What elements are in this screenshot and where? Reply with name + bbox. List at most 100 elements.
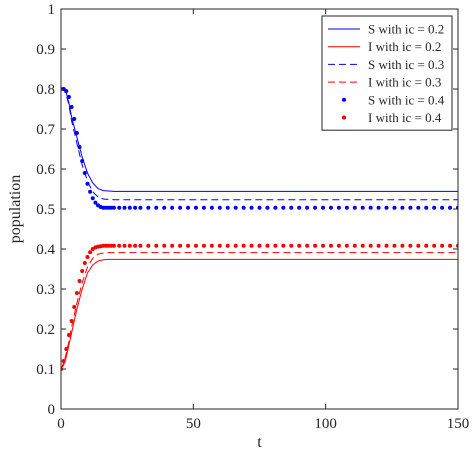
data-point [249,205,254,210]
data-point [265,205,270,210]
series-5-points [61,87,458,210]
data-point [80,159,85,163]
data-point [154,205,159,210]
y-tick-label: 1 [48,2,56,18]
legend-entry: S with ic = 0.4 [342,92,445,107]
data-point [162,205,167,210]
data-point [241,205,246,210]
data-point [85,255,90,259]
data-point [193,205,198,210]
data-point [448,243,453,248]
data-point [117,205,122,210]
legend-label: I with ic = 0.4 [368,110,442,125]
legend-marker [342,97,346,102]
legend-entry: I with ic = 0.4 [342,110,442,125]
data-point [281,205,286,210]
data-point [64,347,69,351]
data-point [93,200,98,205]
data-point [186,205,191,210]
y-tick-label: 0.3 [36,282,55,298]
data-point [328,243,333,248]
data-point [352,243,357,248]
data-point [66,333,71,337]
data-point [257,243,262,248]
x-tick-label: 0 [57,416,65,432]
data-point [384,205,389,210]
y-axis-label: population [7,175,24,243]
data-point [392,243,397,248]
data-point [408,205,413,210]
data-point [289,243,294,248]
series-group [61,87,458,371]
series-3-line [61,88,458,201]
data-point [64,89,69,93]
data-point [289,205,294,210]
legend-label: I with ic = 0.3 [368,75,441,90]
data-point [88,189,93,194]
data-point [217,243,222,248]
legend-label: S with ic = 0.3 [368,57,444,72]
data-point [127,243,132,248]
legend-label: I with ic = 0.2 [368,39,441,54]
data-point [368,205,373,210]
legend-label: S with ic = 0.4 [368,92,445,107]
data-point [368,243,373,248]
data-point [80,269,85,273]
data-point [408,243,413,248]
data-point [117,243,122,248]
data-point [424,243,429,248]
data-point [85,181,90,186]
data-point [432,243,437,248]
data-point [209,243,214,248]
data-point [72,305,77,309]
data-point [257,205,262,210]
legend-entry: S with ic = 0.3 [328,57,444,72]
legend-entry: I with ic = 0.3 [328,75,441,90]
data-point [313,243,318,248]
data-point [170,205,175,210]
data-point [416,205,421,210]
data-point [209,205,214,210]
data-point [344,205,349,210]
data-point [249,243,254,248]
legend-label: S with ic = 0.2 [368,22,444,37]
data-point [297,243,302,248]
data-point [77,279,82,283]
y-tick-label: 0.1 [36,362,55,378]
data-point [400,243,405,248]
y-tick-label: 0.4 [36,242,55,258]
data-point [233,205,238,210]
data-point [432,205,437,210]
data-point [74,291,79,295]
data-point [72,117,77,121]
data-point [74,131,79,135]
data-point [178,205,183,210]
data-point [281,243,286,248]
data-point [241,243,246,248]
data-point [217,205,222,210]
data-point [146,205,151,210]
data-point [336,243,341,248]
data-point [201,243,206,248]
data-point [448,205,453,210]
data-point [344,243,349,248]
data-point [321,243,326,248]
data-point [186,243,191,248]
data-point [138,205,143,210]
data-point [440,205,445,210]
y-tick-label: 0.2 [36,322,55,338]
data-point [90,196,95,201]
data-point [146,243,151,248]
x-tick-label: 50 [186,416,201,432]
data-point [305,243,310,248]
data-point [440,243,445,248]
data-point [376,243,381,248]
data-point [201,205,206,210]
legend-entry: S with ic = 0.2 [328,22,444,37]
data-point [360,243,365,248]
y-tick-label: 0.5 [36,202,55,218]
data-point [138,243,143,248]
legend-box [321,15,453,131]
data-point [133,243,138,248]
